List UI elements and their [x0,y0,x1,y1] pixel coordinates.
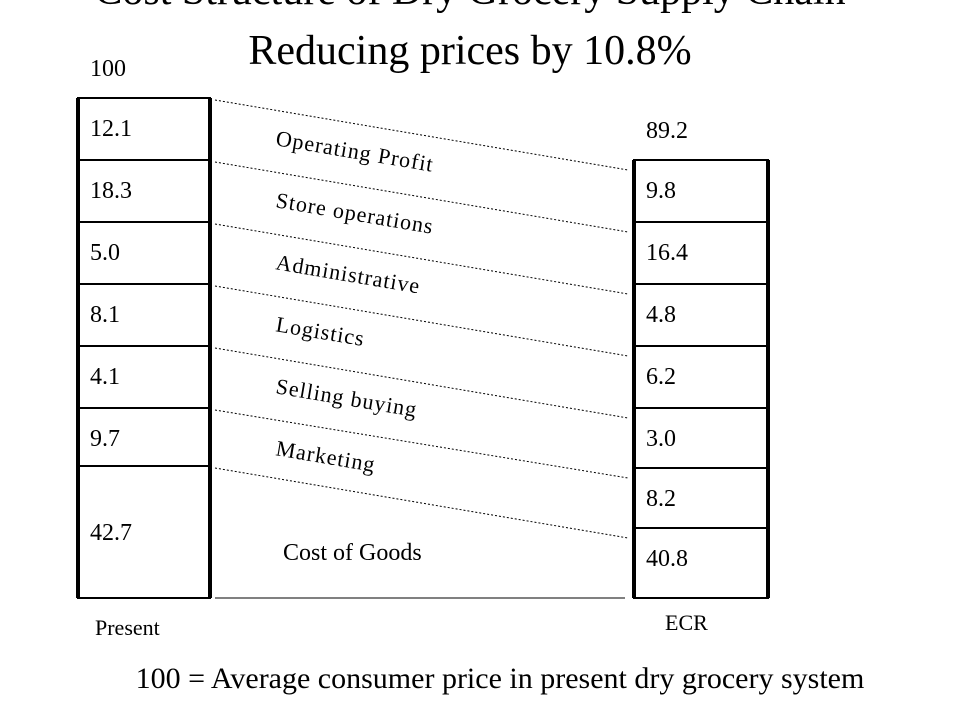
segment-value: 40.8 [646,546,688,572]
connector [214,223,629,295]
connector [214,347,629,419]
footnote: 100 = Average consumer price in present … [136,662,865,695]
segment-value: 8.2 [646,486,676,512]
connector [214,285,629,357]
segment-value: 16.4 [646,240,688,266]
segment-value: 9.8 [646,178,676,204]
column-total: 89.2 [646,118,688,144]
connector [214,467,629,539]
segment-value: 8.1 [90,302,120,328]
category-label: Selling buying [274,373,419,422]
segment-value: 3.0 [646,426,676,452]
connector [214,409,629,479]
connector [214,99,629,171]
segment-value: 4.1 [90,364,120,390]
title: Cost Structure of Dry Grocery Supply Cha… [94,0,845,14]
category-label: Logistics [274,311,367,351]
segment-value: 12.1 [90,116,132,142]
category-label: Marketing [274,435,377,476]
category-label: Operating Profit [274,125,436,176]
category-label: Cost of Goods [283,540,422,566]
subtitle: Reducing prices by 10.8% [248,28,691,74]
column-name: ECR [665,610,708,635]
segment-value: 9.7 [90,426,120,452]
category-label: Administrative [274,249,422,298]
segment-value: 18.3 [90,178,132,204]
category-label: Store operations [274,187,436,238]
column-total: 100 [90,56,126,82]
segment-value: 42.7 [90,520,132,546]
segment-value: 4.8 [646,302,676,328]
segment-value: 6.2 [646,364,676,390]
column-name: Present [95,615,160,640]
connector [214,161,629,233]
segment-value: 5.0 [90,240,120,266]
